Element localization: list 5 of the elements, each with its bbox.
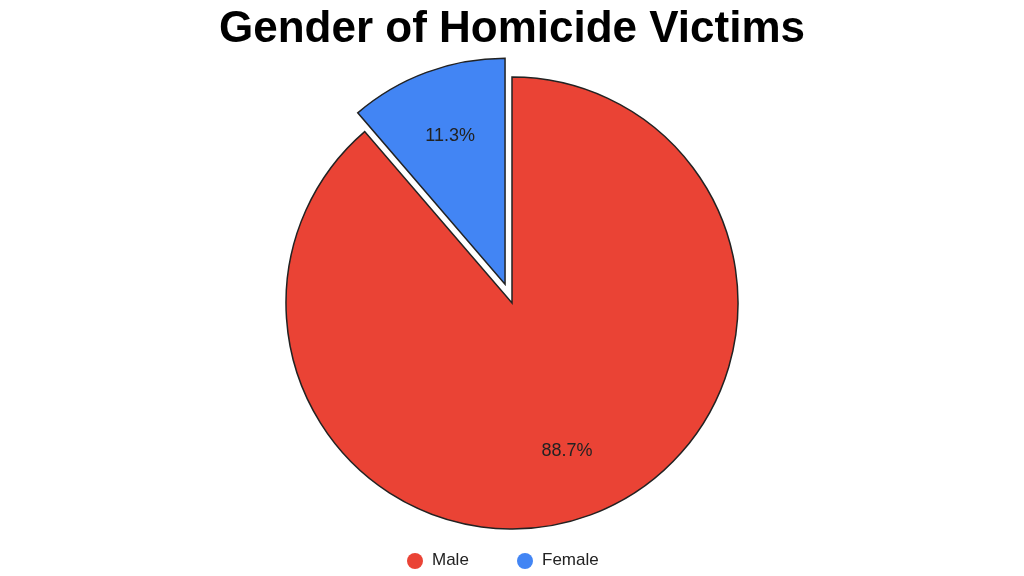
chart-title: Gender of Homicide Victims: [218, 2, 806, 51]
data-label: 88.7%: [541, 440, 593, 461]
legend-label: Female: [542, 550, 599, 570]
legend-label: Male: [432, 550, 469, 570]
data-label: 11.3%: [425, 124, 475, 145]
